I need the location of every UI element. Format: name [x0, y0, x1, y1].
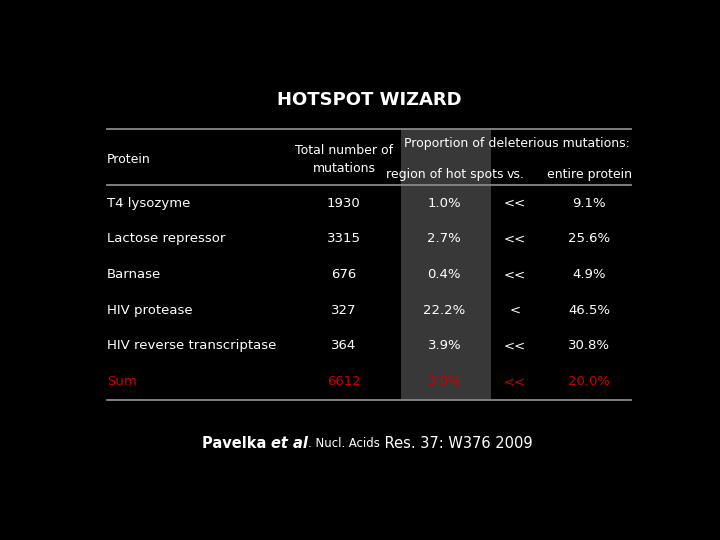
- Text: 3.9%: 3.9%: [428, 340, 461, 353]
- Text: 364: 364: [331, 340, 356, 353]
- Text: Total number of
mutations: Total number of mutations: [294, 144, 393, 175]
- Text: Pavelka: Pavelka: [202, 436, 271, 451]
- Text: 20.0%: 20.0%: [568, 375, 611, 388]
- Text: Lactose repressor: Lactose repressor: [107, 232, 225, 245]
- Text: <<: <<: [504, 340, 526, 353]
- Text: Sum: Sum: [107, 375, 137, 388]
- Text: Barnase: Barnase: [107, 268, 161, 281]
- Text: vs.: vs.: [506, 168, 524, 181]
- Text: 9.1%: 9.1%: [572, 197, 606, 210]
- Text: 22.2%: 22.2%: [423, 304, 465, 317]
- Text: HOTSPOT WIZARD: HOTSPOT WIZARD: [276, 91, 462, 109]
- Text: 3.0%: 3.0%: [428, 375, 461, 388]
- Text: 6612: 6612: [327, 375, 361, 388]
- Text: 3315: 3315: [327, 232, 361, 245]
- Text: 25.6%: 25.6%: [568, 232, 611, 245]
- Text: 1930: 1930: [327, 197, 361, 210]
- Text: Protein: Protein: [107, 153, 150, 166]
- Text: 0.4%: 0.4%: [428, 268, 461, 281]
- Text: <<: <<: [504, 197, 526, 210]
- Text: 327: 327: [331, 304, 356, 317]
- Text: Acids: Acids: [345, 437, 380, 450]
- Text: <<: <<: [504, 375, 526, 388]
- Text: 676: 676: [331, 268, 356, 281]
- Text: T4 lysozyme: T4 lysozyme: [107, 197, 190, 210]
- Text: Proportion of deleterious mutations:: Proportion of deleterious mutations:: [404, 137, 630, 150]
- Text: 46.5%: 46.5%: [568, 304, 611, 317]
- Text: . Nucl.: . Nucl.: [308, 437, 345, 450]
- Text: entire protein: entire protein: [547, 168, 632, 181]
- Text: Res. 37: W376 2009: Res. 37: W376 2009: [380, 436, 533, 451]
- Text: 1.0%: 1.0%: [428, 197, 461, 210]
- Text: 2.7%: 2.7%: [428, 232, 462, 245]
- Text: <: <: [510, 304, 521, 317]
- Text: region of hot spots: region of hot spots: [386, 168, 503, 181]
- Text: 30.8%: 30.8%: [568, 340, 611, 353]
- Bar: [401, 129, 490, 400]
- Text: HIV protease: HIV protease: [107, 304, 192, 317]
- Text: et al: et al: [271, 436, 308, 451]
- Text: 4.9%: 4.9%: [572, 268, 606, 281]
- Text: HIV reverse transcriptase: HIV reverse transcriptase: [107, 340, 276, 353]
- Text: <<: <<: [504, 232, 526, 245]
- Text: <<: <<: [504, 268, 526, 281]
